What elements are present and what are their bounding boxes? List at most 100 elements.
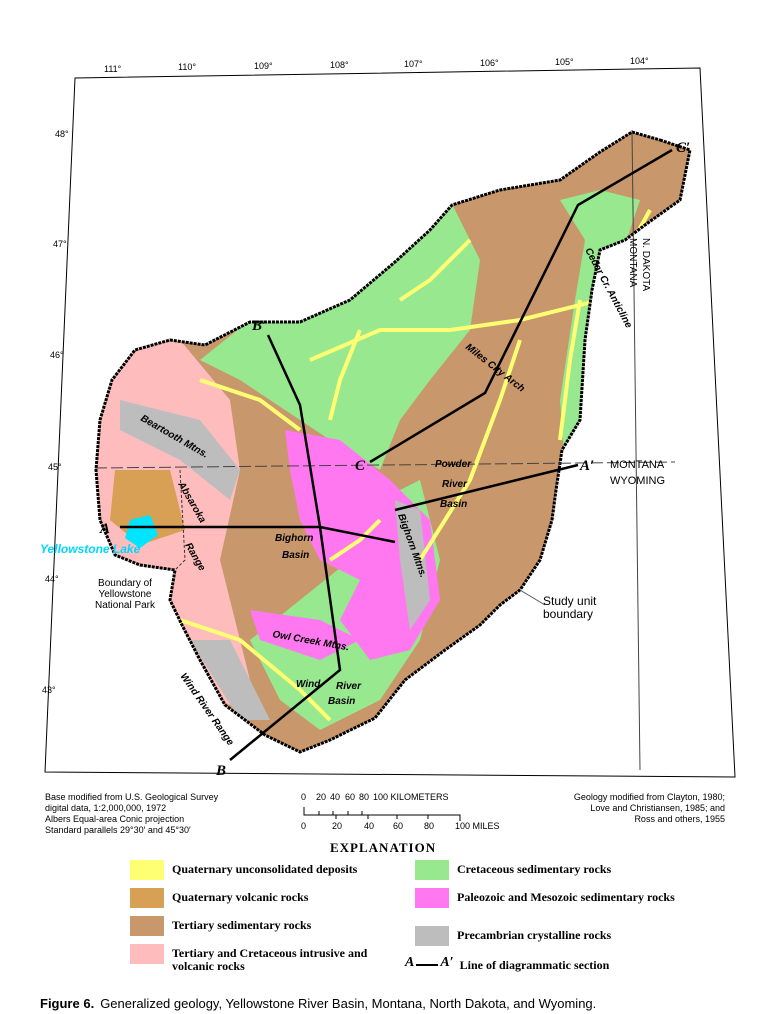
label-powder: Powder (435, 459, 472, 470)
label-bighorn-basin: Basin (282, 550, 309, 561)
label-yellowstone-lake: Yellowstone Lake (40, 542, 141, 556)
legend-swatch (130, 944, 164, 964)
label-study-unit: Study unit boundary (543, 595, 597, 621)
legend-label: Paleozoic and Mesozoic sedimentary rocks (457, 890, 675, 904)
geology-source: Geology modified from Clayton, 1980; Lov… (574, 792, 725, 825)
graticule-labels: 111° 110° 109° 108° 107° 106° 105° 104° … (42, 56, 649, 695)
section-label-c: C (355, 458, 366, 474)
yellowstone-lake (125, 515, 158, 548)
legend-item: Tertiary sedimentary rocks (130, 916, 402, 936)
lat-label: 43° (42, 685, 56, 695)
scale-mile-tick: 60 (393, 821, 403, 831)
legend-swatch (130, 888, 164, 908)
scale-km-tick: 80 (359, 792, 369, 802)
legend-label: Tertiary sedimentary rocks (172, 918, 312, 932)
legend-label: Quaternary unconsolidated deposits (172, 862, 358, 876)
lon-label: 104° (630, 56, 649, 66)
legend-item: Quaternary volcanic rocks (130, 888, 402, 908)
scale-bar (303, 807, 461, 821)
legend-swatch (415, 860, 449, 880)
scale-km-tick: 40 (330, 792, 340, 802)
lon-label: 110° (178, 62, 196, 72)
lat-label: 46° (50, 350, 64, 360)
source-line: digital data, 1:2,000,000, 1972 (45, 803, 167, 813)
montana-nd-line (631, 129, 641, 771)
legend-swatch (415, 888, 449, 908)
legend-swatch (130, 860, 164, 880)
legend-item: Quaternary unconsolidated deposits (130, 860, 402, 880)
scale-mile-tick: 40 (364, 821, 374, 831)
source-line: Albers Equal-area Conic projection (45, 814, 185, 824)
scale-mile-tick: 80 (424, 821, 434, 831)
legend-item: Paleozoic and Mesozoic sedimentary rocks (415, 888, 687, 908)
study-unit-leader (519, 589, 546, 606)
scale-km-tick: 100 KILOMETERS (373, 792, 449, 802)
legend-label: Quaternary volcanic rocks (172, 890, 309, 904)
unit-precambrian-beartooth (120, 400, 240, 500)
source-line: Base modified from U.S. Geological Surve… (45, 792, 219, 802)
unit-paleozoic-owlcreek (250, 610, 360, 660)
label-n-dakota: N. DAKOTA (640, 238, 651, 291)
scale-km-tick: 20 (316, 792, 326, 802)
label-bighorn: Bighorn (275, 533, 313, 544)
map-frame (44, 67, 736, 778)
lat-label: 48° (55, 129, 69, 139)
legend-section-line: A A′ Line of diagrammatic section (405, 955, 609, 973)
legend-item: Precambrian crystalline rocks (415, 926, 687, 946)
legend-swatch (130, 916, 164, 936)
section-lines (120, 148, 673, 761)
legend-label: Tertiary and Cretaceous intrusive and vo… (172, 946, 368, 973)
scale-mile-tick: 100 MILES (455, 821, 500, 831)
figure-caption: Figure 6. Generalized geology, Yellowston… (40, 996, 596, 1011)
section-label-b-prime: B′ (251, 318, 266, 334)
section-label-a: A (99, 521, 110, 537)
montana-wyoming-line (94, 461, 676, 469)
source-line: Geology modified from Clayton, 1980; (573, 792, 725, 802)
lon-label: 108° (330, 60, 349, 70)
label-river: River (336, 681, 362, 692)
legend-item: Cretaceous sedimentary rocks (415, 860, 687, 880)
label-basin: Basin (328, 696, 355, 707)
legend-swatch (415, 926, 449, 946)
legend-title: EXPLANATION (330, 840, 437, 855)
label-powder-river: River (442, 479, 468, 490)
label-wind: Wind (296, 679, 321, 690)
section-label-c-prime: C′ (676, 140, 690, 156)
source-line: Love and Christiansen, 1985; and (590, 803, 725, 813)
label-wyoming: WYOMING (610, 475, 665, 487)
legend-section-label: Line of diagrammatic section (459, 958, 610, 972)
park-boundary (174, 469, 186, 571)
lat-label: 44° (45, 574, 59, 584)
label-montana: MONTANA (610, 459, 665, 471)
lat-label: 47° (53, 239, 67, 249)
unit-precambrian-windriver (190, 640, 270, 720)
geology-units (96, 132, 690, 752)
lon-label: 109° (254, 61, 273, 71)
label-powder-basin: Basin (440, 499, 467, 510)
legend-label: Precambrian crystalline rocks (457, 928, 612, 942)
source-line: Standard parallels 29°30′ and 45°30′ (45, 825, 191, 835)
section-label-a-prime: A′ (579, 458, 594, 474)
source-line: Ross and others, 1955 (634, 814, 725, 824)
label-park-boundary: Boundary of Yellowstone National Park (94, 578, 156, 611)
section-label-b: B (215, 763, 226, 779)
unit-cretaceous (200, 200, 480, 470)
label-montana-vertical: MONTANA (627, 238, 638, 288)
caption-number: Figure 6. (40, 996, 95, 1011)
scale-mile-tick: 20 (332, 821, 342, 831)
geologic-map: A A′ B B′ C C′ 111° 110° 109° 108° 107° … (40, 56, 736, 831)
lat-label: 45° (48, 462, 62, 472)
lon-label: 106° (480, 58, 499, 68)
lon-label: 105° (555, 57, 574, 67)
legend-item: Tertiary and Cretaceous intrusive and vo… (130, 944, 402, 973)
legend-a: A (405, 955, 415, 970)
lon-label: 107° (404, 59, 423, 69)
scale-km-tick: 0 (301, 792, 306, 802)
caption-text: Generalized geology, Yellowstone River B… (100, 996, 597, 1011)
legend-a-prime: A′ (440, 955, 454, 970)
scale-km-tick: 60 (345, 792, 355, 802)
unit-paleozoic-bighorn (285, 430, 440, 660)
base-source: Base modified from U.S. Geological Surve… (45, 792, 218, 836)
lon-label: 111° (104, 64, 122, 74)
legend-label: Cretaceous sedimentary rocks (457, 862, 612, 876)
